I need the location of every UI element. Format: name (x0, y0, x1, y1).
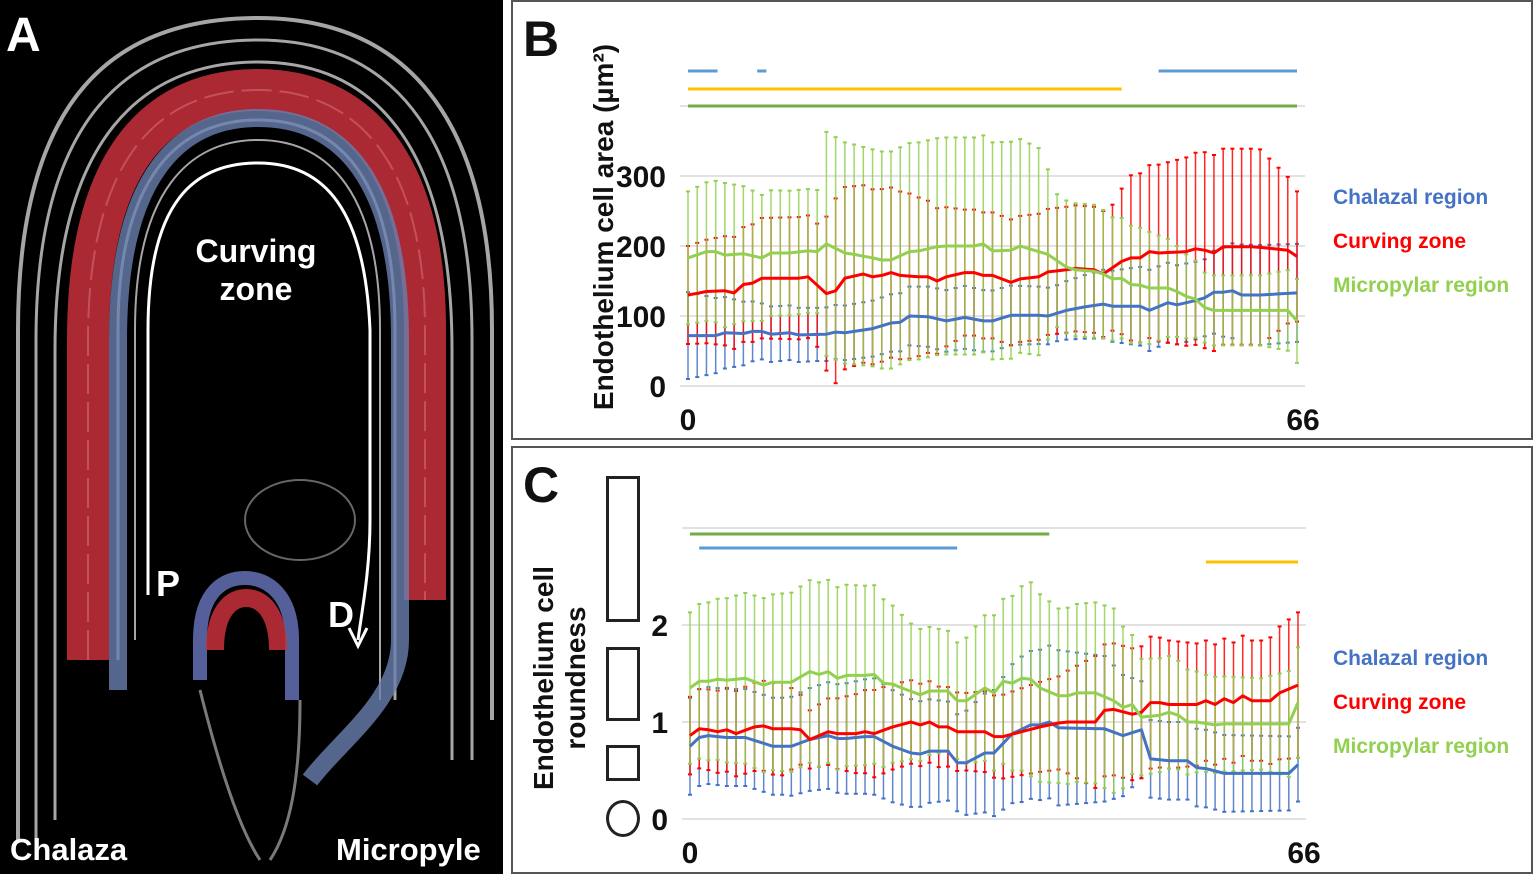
legend-micropylar: Micropylar region (1333, 274, 1510, 297)
curving-arrow-icon (146, 161, 372, 641)
y-tick-label: 0 (649, 371, 666, 404)
y-axis-title: Endothelium cell (528, 566, 559, 790)
chalaza-label: Chalaza (10, 832, 128, 867)
outer-integument-cells (67, 68, 446, 660)
shape-icon-elongated-rectangle (606, 476, 640, 622)
proximal-label: P (156, 563, 181, 604)
y-tick-label: 100 (616, 301, 666, 334)
series-line-micropylar-region (687, 242, 1299, 322)
legend-micropylar: Micropylar region (1333, 735, 1510, 758)
legend-chalazal: Chalazal region (1333, 647, 1489, 670)
series-line-curving-zone (689, 683, 1299, 741)
shape-icon-rectangle (606, 647, 640, 721)
shape-icon-circle (606, 800, 640, 837)
distal-label: D (328, 594, 354, 635)
curving-zone-label-line1: Curving (195, 233, 317, 269)
panel-a-label: A (6, 9, 41, 62)
cell-roundness-chart-panel: C 0 1 2 0 66 Endothelium cell roundness Chalaz… (511, 446, 1533, 874)
embryo-endothelium (193, 570, 299, 700)
ovule-micrograph (16, 15, 494, 861)
y-axis-title: Endothelium cell area (µm²) (588, 44, 619, 410)
y-tick-label: 1 (651, 707, 668, 740)
x-tick-label: 66 (1286, 404, 1319, 437)
shape-icon-square (606, 745, 640, 781)
legend-curving: Curving zone (1333, 691, 1467, 714)
outer-integument-outline (16, 15, 494, 840)
y-tick-label: 200 (616, 231, 666, 264)
legend-curving: Curving zone (1333, 230, 1467, 253)
micropyle-label: Micropyle (336, 832, 481, 867)
cell-area-chart-panel: B 0 100 200 300 0 66 Endothelium cell area (µm… (511, 0, 1533, 440)
cell-area-chart: 0 100 200 300 0 66 Endothelium cell area (µm²) (588, 44, 1320, 437)
y-tick-label: 0 (651, 804, 668, 837)
y-tick-label: 300 (616, 161, 666, 194)
x-tick-label: 66 (1287, 837, 1320, 870)
y-axis-title: roundness (560, 606, 591, 749)
series-line-curving-zone (687, 245, 1298, 297)
curving-zone-label: Curving zone (190, 232, 322, 308)
endothelium-cells (109, 108, 409, 786)
y-tick-label: 2 (651, 610, 668, 643)
panel-b-label: B (523, 11, 560, 67)
cell-roundness-chart: 0 1 2 0 66 Endothelium cell roundness (528, 527, 1321, 870)
series-line-micropylar-region (689, 670, 1300, 727)
x-tick-label: 0 (680, 404, 697, 437)
legend-chalazal: Chalazal region (1333, 186, 1489, 209)
curving-zone-label-line2: zone (219, 271, 293, 307)
x-tick-label: 0 (682, 837, 699, 870)
series-line-chalazal-region (688, 720, 1300, 775)
ovule-micrograph-panel: A Curving zone P D Chalaza Micropyle (0, 0, 503, 874)
panel-c-label: C (523, 457, 560, 513)
